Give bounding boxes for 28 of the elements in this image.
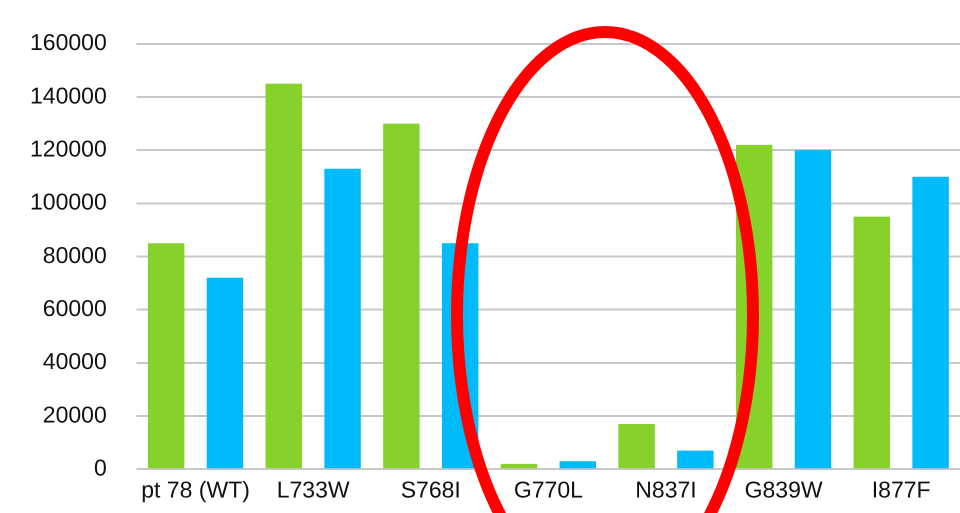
y-tick-label: 20000 — [42, 401, 107, 428]
bar — [560, 461, 596, 468]
x-tick-label: L733W — [276, 476, 350, 502]
x-tick-label: S768I — [400, 476, 461, 502]
bar — [266, 84, 302, 468]
bar — [854, 216, 890, 468]
y-tick-label: 60000 — [42, 295, 107, 322]
bar — [618, 424, 655, 468]
bar — [148, 243, 184, 468]
bar — [383, 124, 420, 468]
bar — [677, 450, 714, 468]
bar — [206, 278, 244, 468]
bar — [324, 168, 361, 468]
y-tick-label: 120000 — [30, 135, 107, 162]
y-tick-label: 80000 — [42, 242, 107, 268]
bar — [912, 176, 949, 468]
y-tick-label: 140000 — [30, 82, 107, 108]
x-tick-label: N837I — [635, 476, 697, 502]
y-tick-label: 160000 — [30, 29, 107, 56]
bar — [500, 464, 538, 468]
y-tick-label: 100000 — [30, 188, 107, 215]
y-tick-label: 40000 — [42, 348, 107, 374]
x-tick-label: G839W — [744, 476, 823, 502]
y-tick-label: 0 — [94, 454, 107, 481]
bar — [794, 150, 832, 468]
x-tick-label: G770L — [514, 476, 584, 502]
x-tick-label: I877F — [872, 476, 931, 502]
x-tick-label: pt 78 (WT) — [141, 476, 250, 502]
